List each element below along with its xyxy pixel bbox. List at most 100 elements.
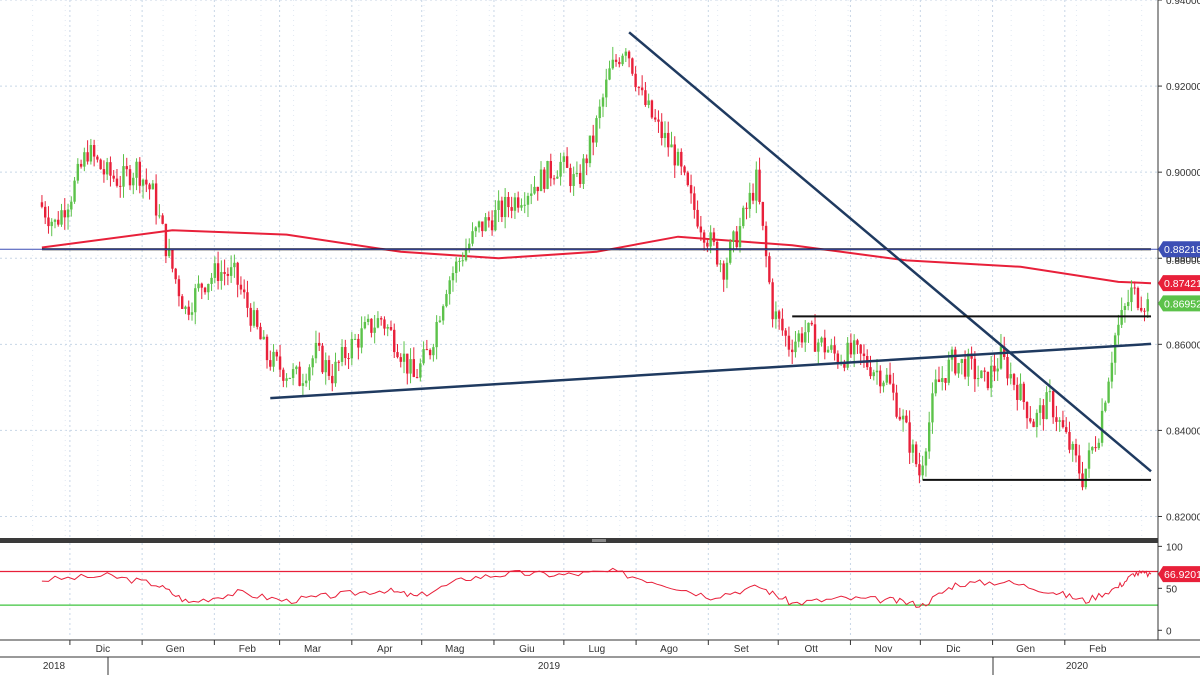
candle-body: [314, 342, 318, 359]
candle-body: [295, 366, 298, 370]
candle-body: [96, 156, 99, 160]
candle-body: [644, 90, 647, 105]
candle-body: [621, 55, 624, 65]
candle-body: [337, 361, 340, 363]
candle-body: [184, 306, 187, 309]
candle-body: [112, 175, 115, 179]
candle-body: [653, 117, 657, 120]
candle-body: [164, 223, 168, 257]
candle-body: [190, 312, 194, 315]
candle-body: [742, 207, 745, 227]
candle-body: [357, 338, 360, 348]
candle-body: [820, 337, 823, 343]
candle-body: [725, 262, 729, 280]
candle-body: [898, 416, 902, 420]
candle-body: [229, 267, 233, 276]
candle-body: [461, 260, 464, 262]
candle-body: [115, 178, 119, 186]
candle-body: [549, 161, 553, 179]
candle-body: [963, 359, 967, 377]
oscillator-line: [41, 567, 1152, 608]
candle-body: [298, 366, 301, 386]
candle-body: [533, 186, 536, 194]
candle-body: [350, 338, 354, 359]
candle-body: [109, 162, 112, 176]
candle-body: [66, 209, 70, 218]
candle-body: [614, 59, 618, 62]
candle-body: [291, 369, 295, 378]
x-year-label: 2019: [538, 661, 561, 672]
candle-body: [777, 311, 781, 319]
candle-body: [406, 353, 409, 374]
candle-body: [546, 161, 549, 189]
candle-body: [1009, 374, 1012, 379]
candle-body: [1058, 420, 1061, 422]
candle-body: [334, 361, 337, 384]
candle-body: [53, 219, 57, 222]
candle-body: [1113, 335, 1117, 363]
candle-body: [1097, 442, 1101, 449]
candle-body: [158, 215, 161, 217]
candle-body: [471, 231, 474, 244]
candle-body: [921, 465, 924, 476]
candle-body: [386, 327, 389, 329]
candle-body: [640, 87, 644, 91]
candle-body: [1068, 431, 1071, 450]
candle-body: [174, 268, 177, 280]
candle-body: [272, 351, 275, 367]
candle-body: [83, 152, 86, 167]
candle-body: [647, 100, 650, 105]
y-tick-label: 0.84000: [1166, 426, 1200, 437]
candle-body: [764, 225, 768, 257]
candle-body: [1006, 356, 1009, 379]
candle-body: [412, 359, 416, 377]
candle-body: [105, 162, 109, 175]
candle-body: [203, 287, 207, 293]
candle-body: [745, 207, 748, 209]
candle-body: [895, 392, 898, 417]
candle-body: [331, 375, 334, 384]
candle-body: [516, 197, 520, 208]
candle-body: [1035, 412, 1039, 428]
candle-body: [585, 158, 588, 164]
candle-body: [340, 347, 344, 362]
candle-body: [269, 360, 272, 367]
candle-body: [366, 318, 370, 323]
candle-body: [458, 260, 461, 262]
candle-body: [216, 263, 220, 281]
candle-body: [288, 377, 292, 379]
candle-body: [523, 204, 526, 206]
candle-body: [223, 272, 226, 274]
candle-body: [311, 358, 314, 368]
candle-body: [1042, 405, 1045, 420]
moving-average-layer: [41, 229, 1152, 285]
candle-body: [1084, 468, 1087, 488]
candle-body: [1107, 381, 1110, 403]
candle-body: [941, 378, 944, 382]
candle-body: [1016, 384, 1019, 400]
candle-body: [823, 337, 827, 353]
x-month-label: Giu: [519, 644, 535, 655]
candle-body: [1117, 324, 1120, 336]
x-month-label: Ago: [660, 644, 678, 655]
candle-body: [1025, 402, 1029, 419]
candle-body: [425, 349, 429, 351]
candle-body: [1032, 421, 1035, 428]
candle-body: [363, 322, 367, 329]
candle-body: [213, 263, 217, 278]
candle-body: [852, 340, 856, 355]
candle-body: [360, 328, 363, 348]
candle-body: [246, 292, 249, 308]
candle-body: [879, 370, 882, 387]
candle-body: [611, 59, 614, 69]
candle-body: [494, 210, 497, 231]
candle-body: [79, 163, 83, 167]
candle-body: [706, 242, 709, 247]
y-tick-label: 0.82000: [1166, 512, 1200, 523]
candle-body: [210, 277, 213, 284]
candle-body: [513, 197, 517, 211]
price-flag-label: 0.86952: [1164, 298, 1200, 310]
candle-body: [862, 353, 866, 357]
candle-body: [353, 338, 357, 340]
candle-body: [102, 169, 106, 175]
